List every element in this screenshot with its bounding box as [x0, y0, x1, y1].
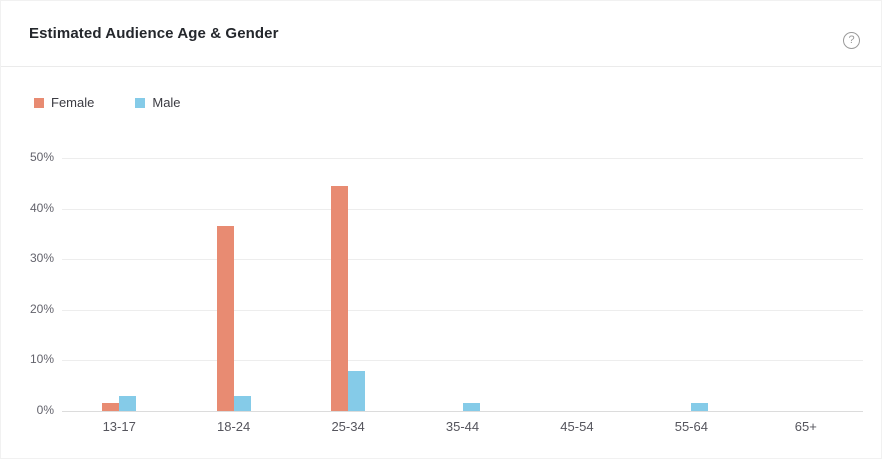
x-axis-category-label: 35-44 — [445, 419, 480, 434]
bar-male-18-24[interactable] — [233, 395, 251, 411]
gridline — [62, 259, 863, 261]
legend-item-female[interactable]: Female — [34, 95, 94, 110]
y-axis-tick-label: 0% — [36, 403, 54, 417]
chart-area: Female Male 0% 10% 20% 30% 40% 50% 13-17 18-24 2… — [1, 67, 882, 459]
bar-male-13-17[interactable] — [119, 395, 137, 411]
x-axis-category-label: 55-64 — [674, 419, 708, 434]
y-axis-tick-label: 40% — [29, 200, 54, 215]
chart-title: Estimated Audience Age & Gender — [29, 25, 279, 42]
bar-male-55-64[interactable] — [691, 403, 709, 411]
help-icon[interactable]: ? — [843, 32, 860, 49]
gridline — [62, 158, 863, 159]
y-axis-tick-label: 20% — [29, 301, 54, 316]
bar-male-35-44[interactable] — [462, 403, 480, 411]
x-axis-line — [62, 411, 863, 412]
bar-female-18-24[interactable] — [216, 226, 234, 411]
x-axis-category-label: 25-34 — [331, 419, 365, 434]
legend-swatch-icon — [135, 97, 146, 108]
x-axis-category-label: 65+ — [794, 419, 817, 434]
y-axis-tick-label: 50% — [29, 150, 54, 164]
y-axis-tick-label: 10% — [29, 352, 54, 367]
gridline — [62, 208, 863, 210]
chart-legend: Female Male — [34, 95, 181, 110]
gridline — [62, 309, 863, 311]
y-axis-tick-label: 30% — [29, 251, 54, 266]
x-axis-category-label: 18-24 — [217, 419, 251, 434]
gridline — [62, 360, 863, 362]
bar-male-25-34[interactable] — [348, 370, 366, 411]
legend-label: Male — [152, 95, 181, 110]
legend-swatch-icon — [34, 97, 44, 108]
bar-female-25-34[interactable] — [331, 185, 349, 411]
x-axis-category-label: 13-17 — [102, 419, 136, 434]
legend-label: Female — [51, 95, 95, 110]
card-header: Estimated Audience Age & Gender ? — [1, 1, 881, 67]
x-axis-category-label: 45-54 — [560, 419, 594, 434]
bar-female-13-17[interactable] — [102, 403, 120, 411]
plot-area — [62, 158, 863, 412]
legend-item-male[interactable]: Male — [135, 95, 181, 110]
